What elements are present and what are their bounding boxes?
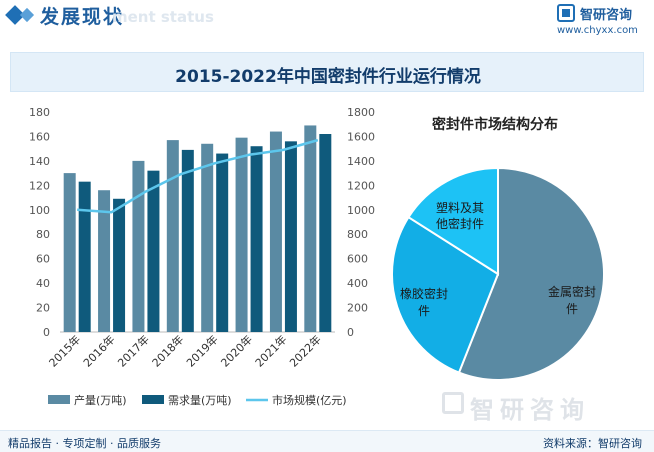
- y-left-tick-label: 120: [29, 179, 50, 192]
- y-right-tick-label: 600: [347, 253, 368, 266]
- line-market-size: [77, 138, 319, 214]
- y-left-tick-label: 40: [36, 277, 50, 290]
- brand-url: www.chyxx.com: [557, 25, 638, 36]
- pie-label-rubber: 橡胶密封: [400, 286, 448, 301]
- pie-label-metal: 金属密封: [548, 284, 596, 299]
- header-diamond-small-icon: [19, 7, 35, 23]
- watermark-brand: 智研咨询: [470, 396, 590, 424]
- bar-demand: [216, 153, 229, 332]
- y-right-tick-label: 1200: [347, 179, 375, 192]
- bar-demand: [113, 198, 126, 332]
- y-left-tick-label: 180: [29, 106, 50, 119]
- legend-swatch-demand: [142, 395, 164, 404]
- brand-name: 智研咨询: [580, 8, 633, 23]
- y-left-tick-label: 100: [29, 204, 50, 217]
- footer-source: 资料来源：智研咨询: [543, 437, 642, 450]
- y-left-tick-label: 80: [36, 228, 50, 241]
- legend-swatch-production: [48, 395, 70, 404]
- bar-production: [201, 143, 214, 332]
- y-right-tick-label: 200: [347, 302, 368, 315]
- bar-demand: [284, 141, 297, 332]
- y-right-tick-label: 1000: [347, 204, 375, 217]
- y-right-tick-label: 1800: [347, 106, 375, 119]
- x-tick-label: 2019年: [183, 332, 220, 369]
- pie-label-metal: 件: [566, 302, 578, 316]
- pie-label-rubber: 件: [418, 304, 430, 318]
- bar-production: [269, 131, 282, 332]
- bar-demand: [250, 146, 263, 332]
- bar-demand: [147, 170, 160, 332]
- y-right-tick-label: 0: [347, 326, 354, 339]
- y-right-tick-label: 800: [347, 228, 368, 241]
- bar-demand: [319, 134, 332, 332]
- pie-label-plastic: 他密封件: [436, 216, 484, 231]
- header: 发展现状 ment status 智研咨询 www.chyxx.com: [0, 0, 654, 36]
- x-tick-label: 2016年: [80, 332, 117, 369]
- y-left-tick-label: 140: [29, 155, 50, 168]
- pie-label-plastic: 塑料及其: [436, 200, 484, 215]
- bar-production: [166, 140, 179, 332]
- x-tick-label: 2017年: [115, 332, 152, 369]
- bar-production: [132, 160, 145, 332]
- bar-demand: [78, 181, 91, 332]
- pie-slice-plastic: [407, 166, 499, 276]
- y-left-tick-label: 0: [43, 326, 50, 339]
- bar-production: [63, 173, 76, 332]
- footer: 精品报告 · 专项定制 · 品质服务 资料来源：智研咨询: [0, 430, 654, 452]
- bar-production: [235, 137, 248, 332]
- legend-label: 市场规模(亿元): [272, 393, 347, 407]
- x-tick-label: 2022年: [286, 332, 323, 369]
- bar-production: [304, 125, 317, 332]
- header-subtitle-ghost: ment status: [112, 8, 214, 26]
- y-right-tick-label: 1400: [347, 155, 375, 168]
- combo-chart: 0204060801001201401601800200400600800100…: [29, 106, 375, 407]
- pie-slice-metal: [457, 166, 605, 381]
- y-left-tick-label: 20: [36, 302, 50, 315]
- y-right-tick-label: 400: [347, 277, 368, 290]
- footer-tagline: 精品报告 · 专项定制 · 品质服务: [8, 437, 161, 450]
- x-tick-label: 2021年: [252, 332, 289, 369]
- legend-label: 产量(万吨): [74, 393, 127, 407]
- bar-production: [98, 190, 111, 332]
- bar-demand: [181, 149, 194, 332]
- x-tick-label: 2015年: [46, 332, 83, 369]
- y-left-tick-label: 160: [29, 130, 50, 143]
- legend-label: 需求量(万吨): [168, 394, 232, 407]
- pie-slice-rubber: [391, 215, 500, 374]
- pie-title: 密封件市场结构分布: [432, 117, 558, 133]
- y-left-tick-label: 60: [36, 253, 50, 266]
- y-right-tick-label: 1600: [347, 130, 375, 143]
- chart-title-band: 2015-2022年中国密封件行业运行情况: [10, 52, 644, 92]
- watermark-logo-icon: [442, 392, 464, 414]
- header-title: 发展现状: [40, 6, 125, 28]
- brand-logo-icon: [557, 4, 575, 22]
- chart-title: 2015-2022年中国密封件行业运行情况: [175, 67, 481, 87]
- x-tick-label: 2018年: [149, 332, 186, 369]
- x-tick-label: 2020年: [218, 332, 255, 369]
